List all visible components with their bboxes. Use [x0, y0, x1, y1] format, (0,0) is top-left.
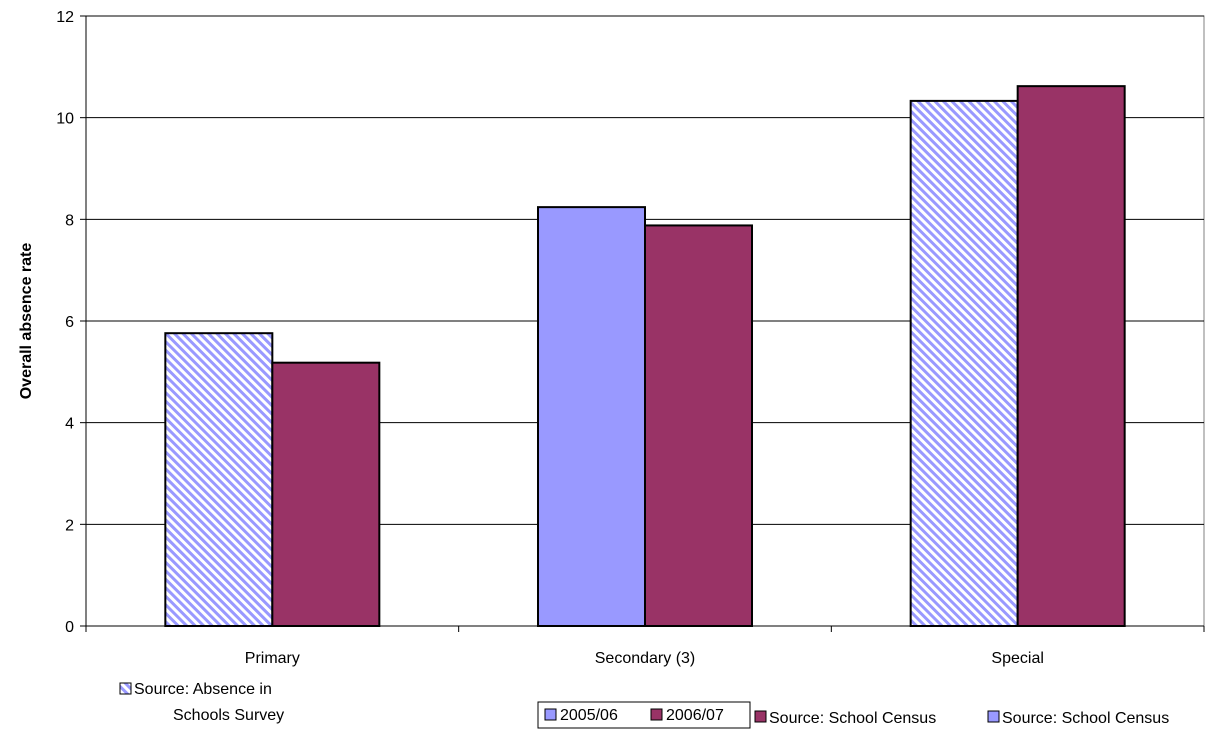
legend-label-census-b: Source: School Census: [1002, 710, 1169, 727]
y-axis-title: Overall absence rate: [18, 243, 35, 400]
x-tick-label: Special: [991, 650, 1043, 667]
legend-swatch-2006-07: [650, 708, 663, 721]
legend-census: Source: School Census Source: School Cen…: [754, 710, 1169, 727]
x-tick-label: Secondary (3): [595, 650, 696, 667]
x-tick-label: Primary: [245, 650, 300, 667]
y-tick-label: 4: [65, 416, 74, 433]
legend-label-2005-06: 2005/06: [560, 707, 618, 724]
y-tick-label: 8: [65, 212, 74, 229]
bar-2006-07-0: [271, 361, 381, 627]
legend-swatch-census-a: [754, 710, 767, 723]
bar-2005-06-2: [909, 99, 1019, 628]
legend-years-box: [537, 701, 751, 729]
y-tick-label: 12: [56, 9, 74, 26]
legend-swatch-2005-06: [544, 708, 557, 721]
y-tick-label: 2: [65, 517, 74, 534]
bar-2006-07-1: [644, 224, 753, 628]
y-tick-label: 0: [65, 619, 74, 636]
bar-2005-06-1: [537, 206, 646, 627]
legend-swatch-census-b: [987, 710, 1000, 723]
legend-survey-line1: Source: Absence in: [134, 681, 272, 698]
bars: [164, 85, 1126, 628]
bar-2006-07-2: [1016, 85, 1126, 627]
y-ticks: 0 2 4 6 8 10 12: [56, 9, 86, 636]
legend-years: 2005/06 2006/07: [537, 701, 751, 729]
legend-survey: Source: Absence in Schools Survey: [119, 681, 284, 724]
bar-2005-06-0: [164, 332, 274, 627]
legend-label-2006-07: 2006/07: [666, 707, 724, 724]
legend-swatch-survey: [119, 682, 132, 695]
x-ticks: Primary Secondary (3) Special: [85, 626, 1205, 667]
legend-label-census-a: Source: School Census: [769, 710, 936, 727]
legend-survey-line2: Schools Survey: [173, 707, 284, 724]
y-tick-label: 6: [65, 314, 74, 331]
y-tick-label: 10: [56, 111, 74, 128]
